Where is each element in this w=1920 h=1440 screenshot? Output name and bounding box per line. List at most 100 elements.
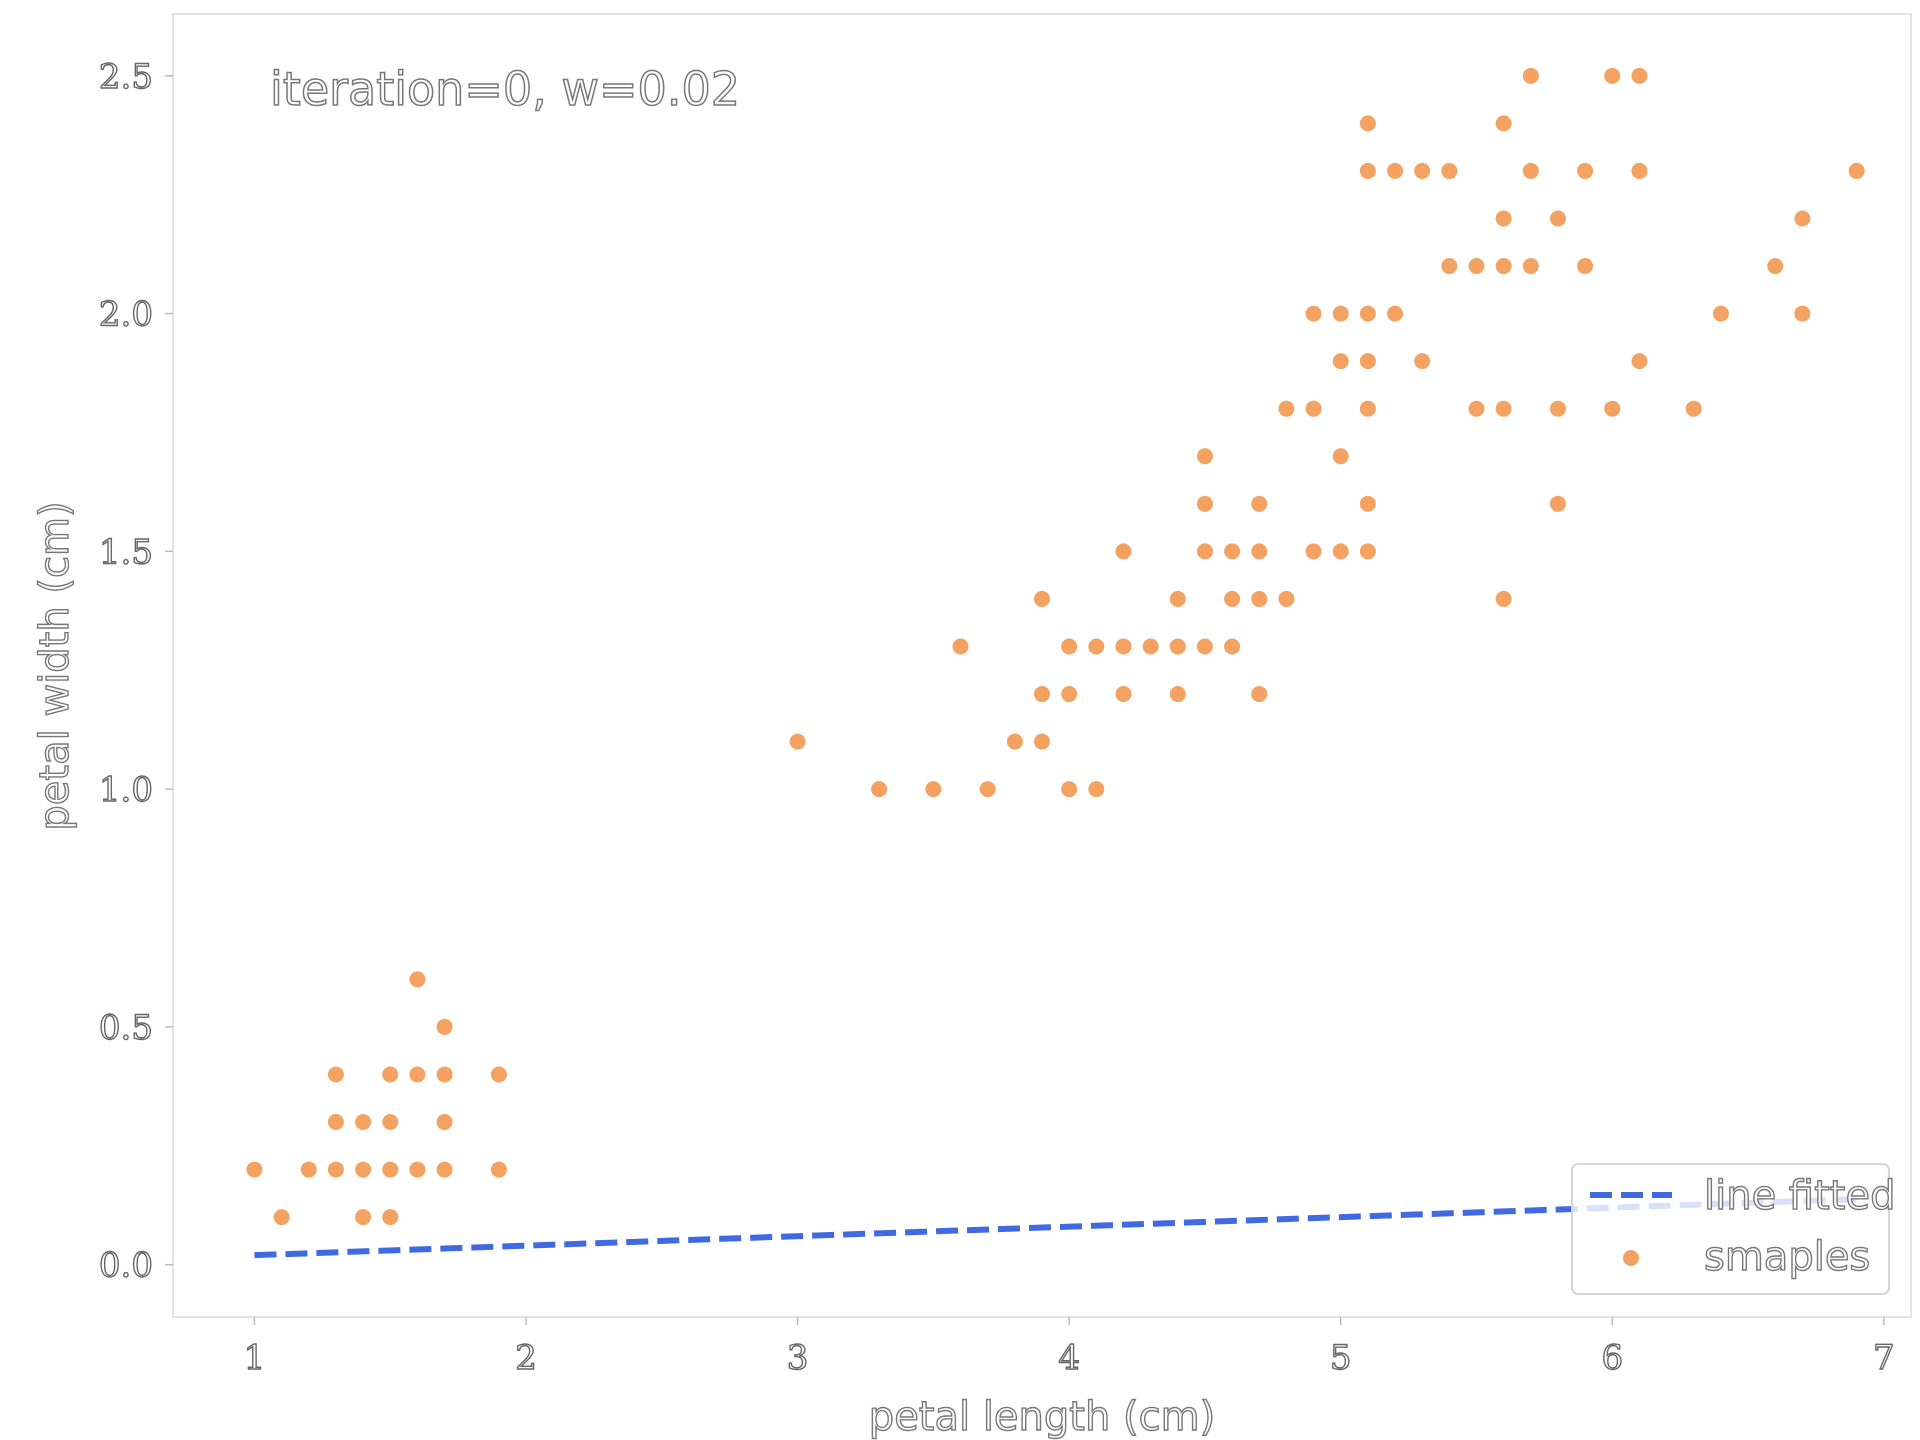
sample-point	[871, 781, 888, 798]
sample-point	[327, 1114, 344, 1131]
x-tick-label: 4	[1058, 1338, 1080, 1378]
x-tick-label: 1	[244, 1338, 266, 1378]
iteration-annotation: iteration=0, w=0.02	[270, 62, 740, 116]
sample-point	[1495, 400, 1512, 417]
plot-frame	[172, 13, 1912, 1318]
sample-point	[327, 1066, 344, 1083]
sample-point	[1034, 686, 1050, 703]
sample-point	[1196, 495, 1213, 512]
sample-point	[1495, 258, 1512, 275]
sample-point	[1332, 543, 1349, 560]
sample-point	[1332, 448, 1349, 465]
sample-point	[490, 1161, 507, 1178]
sample-point	[1794, 210, 1811, 227]
sample-point	[382, 1209, 399, 1226]
sample-point	[436, 1018, 453, 1035]
sample-point	[1359, 543, 1376, 560]
sample-point	[1522, 258, 1539, 275]
sample-point	[1115, 686, 1132, 703]
sample-point	[1115, 543, 1132, 560]
sample-point	[1224, 590, 1241, 607]
sample-point	[1332, 353, 1349, 370]
sample-point	[1305, 543, 1322, 560]
y-axis: 0.0 0.5 1.0 1.5 2.0 2.5	[98, 56, 173, 1286]
sample-point	[1006, 733, 1023, 750]
sample-point	[382, 1114, 399, 1131]
sample-point	[1169, 590, 1186, 607]
sample-point	[436, 1114, 453, 1131]
sample-point	[1224, 543, 1241, 560]
sample-point	[1278, 400, 1295, 417]
legend-label-samples: smaples	[1704, 1234, 1870, 1280]
sample-point	[1414, 353, 1431, 370]
sample-point	[436, 1066, 453, 1083]
sample-point	[1196, 543, 1213, 560]
y-tick-label: 2.0	[99, 295, 153, 335]
sample-point	[1604, 400, 1621, 417]
sample-point	[1522, 162, 1539, 179]
legend: line fitted smaples	[1571, 1163, 1896, 1295]
y-tick-label: 1.0	[99, 770, 153, 810]
sample-point	[1251, 590, 1268, 607]
y-tick-label: 2.5	[99, 57, 153, 97]
sample-point	[1305, 305, 1322, 322]
sample-point	[409, 971, 426, 988]
sample-point	[1359, 305, 1376, 322]
sample-point	[1794, 305, 1811, 322]
sample-point	[1061, 638, 1078, 655]
sample-point	[1088, 781, 1105, 798]
sample-point	[1359, 353, 1376, 370]
sample-points	[246, 67, 1865, 1226]
sample-point	[1359, 495, 1376, 512]
sample-point	[273, 1209, 290, 1226]
sample-point	[1359, 400, 1376, 417]
sample-point	[1034, 733, 1050, 750]
sample-point	[1522, 67, 1539, 84]
sample-point	[925, 781, 942, 798]
sample-point	[979, 781, 996, 798]
sample-point	[1848, 162, 1865, 179]
sample-point	[1034, 590, 1050, 607]
x-axis-label: petal length (cm)	[869, 1394, 1215, 1440]
sample-point	[1169, 638, 1186, 655]
sample-point	[1387, 162, 1404, 179]
sample-point	[1577, 162, 1594, 179]
sample-point	[327, 1161, 344, 1178]
sample-point	[1251, 543, 1268, 560]
sample-point	[1387, 305, 1404, 322]
sample-point	[382, 1066, 399, 1083]
sample-point	[1631, 67, 1648, 84]
sample-point	[1631, 353, 1648, 370]
sample-point	[1604, 67, 1621, 84]
sample-point	[355, 1161, 372, 1178]
sample-point	[1224, 638, 1241, 655]
sample-point	[1061, 781, 1078, 798]
y-tick-label: 1.5	[99, 532, 153, 572]
sample-point	[952, 638, 969, 655]
x-tick-label: 2	[515, 1338, 537, 1378]
sample-point	[1196, 448, 1213, 465]
sample-point	[1142, 638, 1159, 655]
sample-point	[1115, 638, 1132, 655]
sample-point	[1196, 638, 1213, 655]
sample-point	[1549, 495, 1566, 512]
x-tick-label: 3	[787, 1338, 809, 1378]
sample-point	[300, 1161, 317, 1178]
sample-point	[1169, 686, 1186, 703]
sample-point	[1441, 258, 1458, 275]
sample-point	[355, 1114, 372, 1131]
sample-point	[1332, 305, 1349, 322]
sample-point	[1767, 258, 1784, 275]
sample-point	[409, 1161, 426, 1178]
y-tick-label: 0.5	[99, 1008, 153, 1048]
y-tick-label: 0.0	[99, 1246, 153, 1286]
sample-point	[1468, 400, 1485, 417]
legend-box	[1571, 1163, 1890, 1295]
sample-point	[436, 1161, 453, 1178]
sample-point	[1305, 400, 1322, 417]
sample-point	[1468, 258, 1485, 275]
sample-point	[246, 1161, 263, 1178]
x-tick-label: 6	[1601, 1338, 1623, 1378]
sample-point	[1495, 590, 1512, 607]
